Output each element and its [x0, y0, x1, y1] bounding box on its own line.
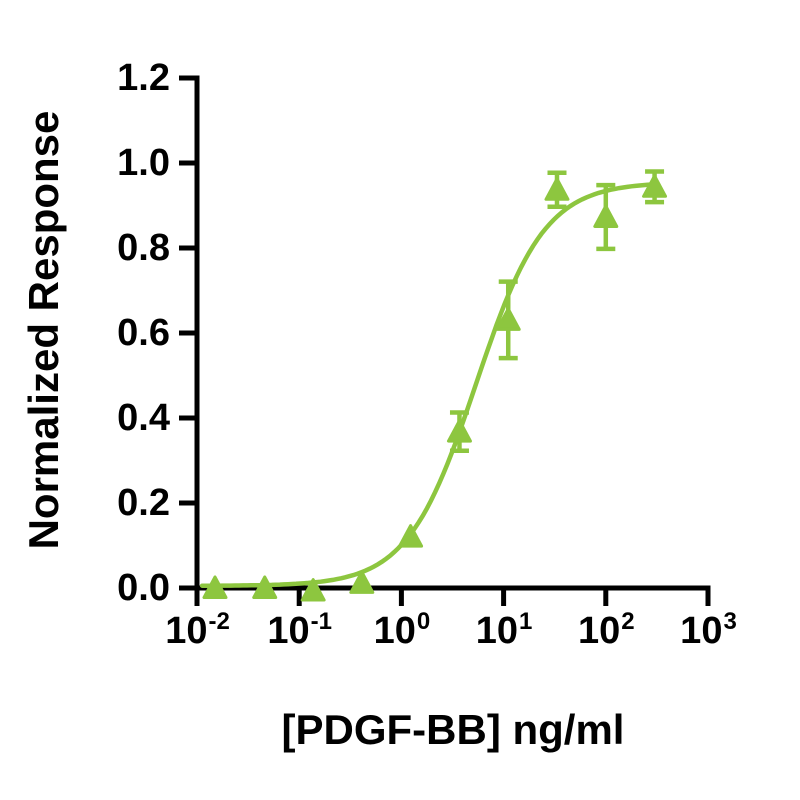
data-point-marker [398, 524, 424, 548]
x-tick-base: 10 [680, 610, 723, 652]
data-point-marker [349, 570, 375, 594]
data-point-marker [642, 174, 668, 198]
data-point-marker [252, 575, 278, 599]
data-point-marker [202, 575, 228, 599]
y-tick-label: 0.4 [117, 397, 170, 439]
x-tick-label: 101 [475, 610, 533, 652]
x-tick-exponent: 0 [416, 608, 431, 635]
x-tick-label: 10-1 [267, 610, 332, 652]
x-tick-base: 10 [165, 610, 208, 652]
x-tick-label: 102 [577, 610, 635, 652]
x-tick-base: 10 [267, 610, 310, 652]
x-tick-base: 10 [577, 610, 621, 652]
y-tick-label: 0.6 [117, 312, 170, 354]
fit-curve [199, 181, 659, 588]
data-point-marker [544, 177, 570, 201]
data-point-marker [446, 419, 472, 443]
y-tick-label: 0.0 [117, 567, 170, 609]
axis-lines [194, 75, 711, 591]
x-tick-exponent: -1 [310, 608, 332, 635]
x-tick-base: 10 [373, 610, 416, 652]
data-point-marker [593, 204, 619, 228]
x-tick-label: 10-2 [165, 610, 230, 652]
x-axis-title: [PDGF-BB] ng/ml [281, 706, 625, 753]
x-tick-base: 10 [475, 610, 519, 652]
x-tick-exponent: 1 [519, 608, 533, 635]
x-tick-exponent: -2 [208, 608, 230, 635]
y-tick-label: 0.2 [117, 482, 170, 524]
data-point-marker [495, 307, 521, 331]
x-tick-exponent: 2 [621, 608, 635, 635]
y-axis-title: Normalized Response [20, 110, 67, 550]
x-tick-label: 103 [680, 610, 737, 652]
x-tick-exponent: 3 [723, 608, 737, 635]
y-tick-label: 1.0 [117, 142, 170, 184]
x-tick-label: 100 [373, 610, 431, 652]
y-tick-label: 0.8 [117, 227, 170, 269]
data-point-marker [300, 578, 326, 602]
y-tick-label: 1.2 [117, 57, 170, 99]
